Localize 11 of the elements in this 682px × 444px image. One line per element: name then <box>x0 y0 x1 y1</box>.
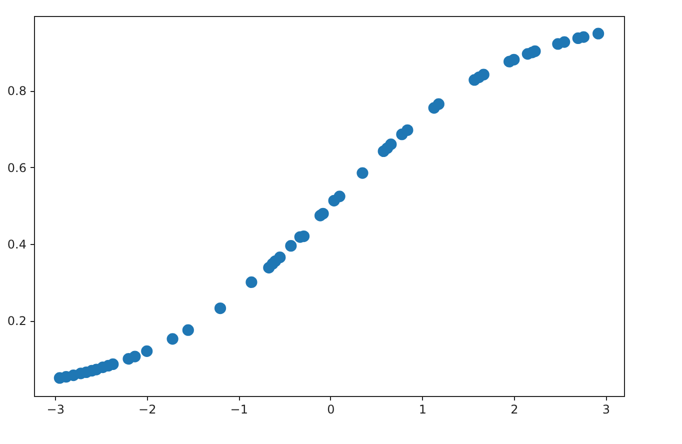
y-tick-label: 0.6 <box>7 160 26 175</box>
x-tick-label: 3 <box>602 402 610 416</box>
x-tick-label: 0 <box>327 402 335 416</box>
x-tick-label: −1 <box>230 402 248 416</box>
y-tick-label: 0.2 <box>7 314 26 328</box>
x-tick-label: −3 <box>46 402 64 416</box>
x-tick-label: 2 <box>510 402 518 416</box>
y-tick-label: 0.4 <box>7 237 26 252</box>
y-tick-label: 0.8 <box>7 84 26 98</box>
x-tick-label: −2 <box>138 402 156 416</box>
x-tick-label: 1 <box>418 402 426 416</box>
